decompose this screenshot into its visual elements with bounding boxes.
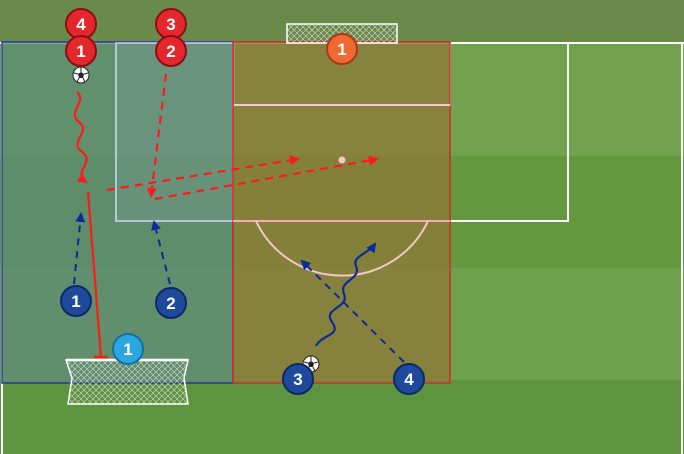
- player-blue-2[interactable]: 2: [155, 287, 187, 319]
- player-red-2[interactable]: 2: [155, 35, 187, 67]
- soccer-ball-icon: [72, 66, 90, 84]
- blue-dribble: [315, 242, 377, 347]
- svg-text:1: 1: [123, 340, 132, 359]
- svg-text:4: 4: [76, 15, 86, 34]
- red-run-3: [154, 155, 379, 201]
- red-pass-to-goal: [86, 191, 103, 358]
- svg-text:3: 3: [293, 370, 302, 389]
- svg-text:2: 2: [166, 294, 175, 313]
- player-blue-3[interactable]: 3: [282, 363, 314, 395]
- zone-left: [1, 41, 234, 384]
- svg-text:1: 1: [337, 40, 346, 59]
- blue-run-4: [300, 259, 405, 363]
- player-red-1[interactable]: 1: [65, 35, 97, 67]
- player-orange-1[interactable]: 1: [326, 33, 358, 65]
- red-dribble: [73, 91, 88, 184]
- player-keeper-1[interactable]: 1: [112, 333, 144, 365]
- svg-text:3: 3: [166, 15, 175, 34]
- zone-left-inner: [115, 42, 234, 222]
- player-red-4[interactable]: 4: [65, 8, 97, 40]
- player-red-3[interactable]: 3: [155, 8, 187, 40]
- penalty-arc: [255, 220, 429, 277]
- svg-text:1: 1: [76, 42, 85, 61]
- svg-text:2: 2: [166, 42, 175, 61]
- blue-run-2: [151, 220, 171, 285]
- zone-right: [232, 41, 451, 384]
- svg-text:4: 4: [404, 370, 414, 389]
- penalty-spot: [338, 156, 346, 164]
- red-run-2: [106, 155, 300, 192]
- player-blue-4[interactable]: 4: [393, 363, 425, 395]
- blue-run-1: [73, 212, 86, 285]
- player-blue-1[interactable]: 1: [60, 285, 92, 317]
- svg-text:1: 1: [71, 292, 80, 311]
- goal-net-icon: [64, 358, 189, 405]
- red-run-1: [147, 73, 168, 198]
